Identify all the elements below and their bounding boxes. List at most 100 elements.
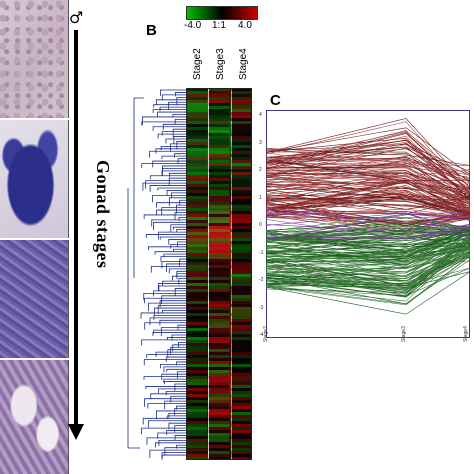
heatmap-cell xyxy=(186,313,208,316)
heatmap-cell xyxy=(186,436,208,439)
heatmap-cell xyxy=(186,247,208,250)
heatmap-cell xyxy=(230,256,252,259)
heatmap-cell xyxy=(208,112,230,115)
dendrogram-branch xyxy=(140,312,186,319)
heatmap-cell xyxy=(208,286,230,289)
dendrogram-branch xyxy=(169,172,186,178)
heatmap-cell xyxy=(230,292,252,295)
expression-profile-line xyxy=(266,213,470,232)
dendrogram-branch xyxy=(166,263,186,272)
dendrogram-branch xyxy=(174,92,186,97)
heatmap-cell xyxy=(208,88,230,91)
heatmap-cell xyxy=(208,400,230,403)
dendrogram-branch xyxy=(145,234,186,238)
heatmap-cell xyxy=(208,454,230,457)
dendrogram-branch xyxy=(149,449,186,459)
dendrogram-branch xyxy=(155,351,186,357)
dendrogram-branch xyxy=(161,170,186,176)
expression-profile-line xyxy=(266,169,470,194)
heatmap-cell xyxy=(208,184,230,187)
dendrogram-branch xyxy=(174,212,186,220)
heatmap-cell xyxy=(186,367,208,370)
heatmap-cell xyxy=(230,358,252,361)
heatmap-cell xyxy=(186,295,208,298)
heatmap-cell xyxy=(186,235,208,238)
heatmap-cell xyxy=(230,418,252,421)
heatmap-cell xyxy=(208,166,230,169)
heatmap-cell xyxy=(208,124,230,127)
heatmap-cell xyxy=(208,325,230,328)
heatmap-cell xyxy=(208,217,230,220)
dendrogram-branch xyxy=(158,439,186,446)
heatmap-cell xyxy=(186,172,208,175)
heatmap-cell xyxy=(208,439,230,442)
dendrogram-branch xyxy=(159,236,186,240)
expression-profile-line xyxy=(266,252,470,280)
heatmap-cell xyxy=(186,403,208,406)
expression-profile-line xyxy=(266,271,470,315)
expression-profile-line xyxy=(266,233,470,248)
dendrogram-branch xyxy=(157,432,186,439)
heatmap-cell xyxy=(186,337,208,340)
heatmap-cell xyxy=(230,106,252,109)
heatmap-cell xyxy=(186,190,208,193)
dendrogram-branch xyxy=(177,241,186,247)
stage-arrow-head xyxy=(68,424,84,440)
heatmap-cell xyxy=(208,373,230,376)
heatmap-cell xyxy=(208,295,230,298)
heatmap-cell xyxy=(230,88,252,91)
expression-profile-line xyxy=(266,159,470,195)
heatmap-cell xyxy=(230,403,252,406)
expression-profile-line xyxy=(266,148,470,166)
dendrogram-branch xyxy=(144,398,186,407)
heatmap-cell xyxy=(186,451,208,454)
legend-max: 4.0 xyxy=(238,20,252,31)
heatmap-cell xyxy=(186,340,208,343)
dendrogram-branch xyxy=(173,136,186,144)
heatmap-cell xyxy=(230,259,252,262)
y-tick-label: 0 xyxy=(259,222,262,228)
dendrogram-branch xyxy=(178,217,186,221)
dendrogram-branch xyxy=(157,133,186,139)
heatmap-cell xyxy=(208,163,230,166)
heatmap-cell xyxy=(186,427,208,430)
dendrogram-branch xyxy=(174,383,186,391)
heatmap-cell xyxy=(230,379,252,382)
expression-profile-line xyxy=(266,175,470,208)
heatmap-cell xyxy=(208,457,230,460)
heatmap-cell xyxy=(208,385,230,388)
expression-profile-lines xyxy=(266,118,470,315)
heatmap-cell xyxy=(230,280,252,283)
heatmap-cell xyxy=(208,427,230,430)
dendrogram-branch xyxy=(142,417,186,425)
heatmap-cell xyxy=(186,202,208,205)
heatmap-cell xyxy=(230,295,252,298)
dendrogram-branch xyxy=(162,168,186,176)
dendrogram-branch xyxy=(158,231,186,240)
dendrogram-branch xyxy=(163,381,186,385)
heatmap-cell xyxy=(208,199,230,202)
heatmap-cell xyxy=(208,307,230,310)
expression-profile-line xyxy=(266,245,470,263)
expression-profile-line xyxy=(266,256,470,293)
dendrogram-branch xyxy=(177,324,186,330)
heatmap-cell xyxy=(230,271,252,274)
heatmap-cell xyxy=(230,304,252,307)
dendrogram-branch xyxy=(152,109,186,113)
heatmap-cell xyxy=(186,196,208,199)
expression-profile-line xyxy=(266,228,470,266)
heatmap-cell xyxy=(186,130,208,133)
heatmap-cell xyxy=(230,211,252,214)
dendrogram-branch xyxy=(141,339,186,346)
heatmap-cell xyxy=(208,433,230,436)
expression-profile-line xyxy=(266,240,470,258)
dendrogram-branch xyxy=(156,202,186,208)
heatmap-cell xyxy=(230,457,252,460)
expression-profile-line xyxy=(266,251,470,287)
heatmap-cell xyxy=(186,142,208,145)
heatmap-cell xyxy=(230,265,252,268)
heatmap-cell xyxy=(230,301,252,304)
heatmap-cell xyxy=(230,334,252,337)
expression-profile-line xyxy=(266,217,470,236)
heatmap-cell xyxy=(230,121,252,124)
